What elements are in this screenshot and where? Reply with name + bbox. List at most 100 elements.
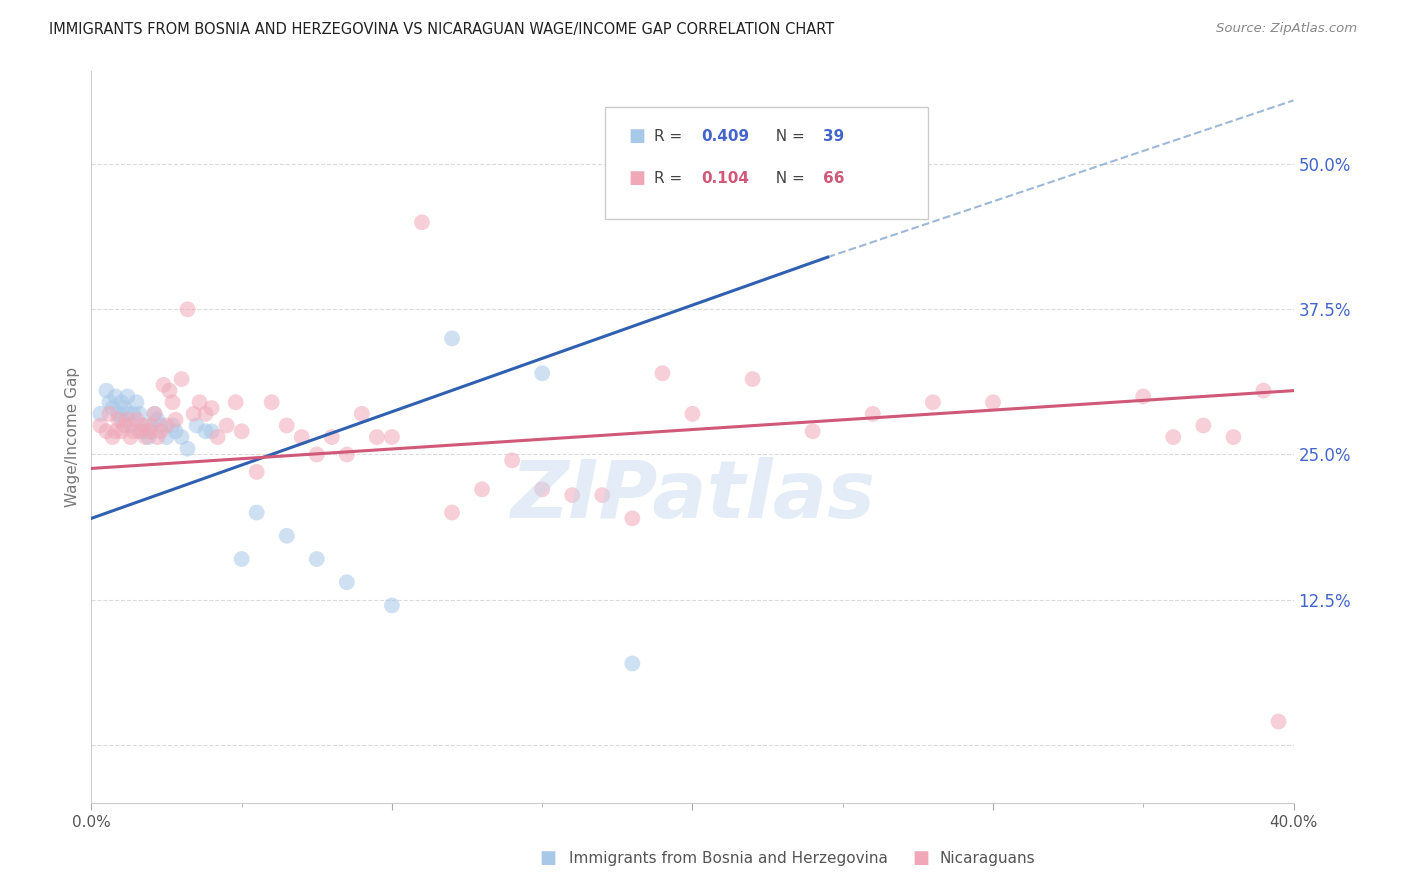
Point — [96, 384, 118, 398]
Point — [98, 407, 121, 421]
Point — [159, 384, 181, 398]
Text: Source: ZipAtlas.com: Source: ZipAtlas.com — [1216, 22, 1357, 36]
Point — [141, 424, 163, 438]
Text: 66: 66 — [823, 171, 844, 186]
Point — [110, 395, 132, 409]
Point — [89, 407, 111, 421]
Point — [131, 424, 153, 438]
Point — [621, 657, 644, 671]
Text: N =: N = — [766, 171, 810, 186]
Point — [305, 448, 328, 462]
Point — [110, 424, 132, 438]
Point — [801, 424, 824, 438]
Point — [194, 424, 217, 438]
Point — [146, 430, 169, 444]
Point — [128, 424, 150, 438]
Point — [276, 418, 298, 433]
Point — [225, 395, 247, 409]
Point — [128, 407, 150, 421]
Point — [165, 424, 187, 438]
Point — [120, 430, 142, 444]
Point — [117, 407, 139, 421]
Point — [131, 418, 153, 433]
Point — [122, 407, 145, 421]
Point — [471, 483, 494, 497]
Point — [134, 430, 156, 444]
Point — [531, 483, 554, 497]
Point — [125, 412, 148, 426]
Point — [176, 302, 198, 317]
Point — [305, 552, 328, 566]
Point — [336, 575, 359, 590]
Point — [561, 488, 583, 502]
Text: ZIPatlas: ZIPatlas — [510, 457, 875, 534]
Point — [981, 395, 1004, 409]
Point — [321, 430, 343, 444]
Point — [138, 424, 160, 438]
Text: N =: N = — [766, 129, 810, 144]
Point — [186, 418, 208, 433]
Y-axis label: Wage/Income Gap: Wage/Income Gap — [65, 367, 80, 508]
Point — [922, 395, 945, 409]
Point — [201, 401, 224, 415]
Point — [141, 418, 163, 433]
Point — [741, 372, 763, 386]
Point — [101, 401, 124, 415]
Point — [125, 395, 148, 409]
Point — [117, 412, 139, 426]
Point — [143, 407, 166, 421]
Point — [276, 529, 298, 543]
Point — [149, 418, 172, 433]
Point — [291, 430, 314, 444]
Point — [681, 407, 703, 421]
Text: IMMIGRANTS FROM BOSNIA AND HERZEGOVINA VS NICARAGUAN WAGE/INCOME GAP CORRELATION: IMMIGRANTS FROM BOSNIA AND HERZEGOVINA V… — [49, 22, 834, 37]
Point — [110, 412, 132, 426]
Point — [162, 418, 184, 433]
Point — [246, 465, 269, 479]
Text: R =: R = — [654, 129, 688, 144]
Point — [231, 552, 253, 566]
Point — [120, 418, 142, 433]
Point — [440, 331, 463, 345]
Point — [89, 418, 111, 433]
Point — [1132, 389, 1154, 403]
Point — [381, 430, 404, 444]
Text: Immigrants from Bosnia and Herzegovina: Immigrants from Bosnia and Herzegovina — [569, 851, 889, 865]
Text: ■: ■ — [912, 849, 929, 867]
Point — [215, 418, 238, 433]
Point — [201, 424, 224, 438]
Point — [366, 430, 388, 444]
Point — [162, 395, 184, 409]
Point — [107, 412, 129, 426]
Point — [1192, 418, 1215, 433]
Point — [176, 442, 198, 456]
Point — [96, 424, 118, 438]
Point — [531, 366, 554, 380]
Point — [440, 506, 463, 520]
Text: 0.104: 0.104 — [702, 171, 749, 186]
Point — [411, 215, 433, 229]
Point — [122, 424, 145, 438]
Point — [336, 448, 359, 462]
Point — [194, 407, 217, 421]
Point — [231, 424, 253, 438]
Point — [114, 401, 136, 415]
Point — [143, 407, 166, 421]
Point — [104, 389, 127, 403]
Point — [117, 389, 139, 403]
Point — [104, 424, 127, 438]
Point — [621, 511, 644, 525]
Point — [350, 407, 373, 421]
Text: ■: ■ — [628, 169, 645, 187]
Point — [152, 377, 174, 392]
Point — [1267, 714, 1289, 729]
Text: ■: ■ — [628, 128, 645, 145]
Text: ■: ■ — [540, 849, 557, 867]
Point — [260, 395, 283, 409]
Text: Nicaraguans: Nicaraguans — [939, 851, 1035, 865]
Point — [188, 395, 211, 409]
Point — [149, 424, 172, 438]
Point — [114, 418, 136, 433]
Point — [1222, 430, 1244, 444]
Point — [1161, 430, 1184, 444]
